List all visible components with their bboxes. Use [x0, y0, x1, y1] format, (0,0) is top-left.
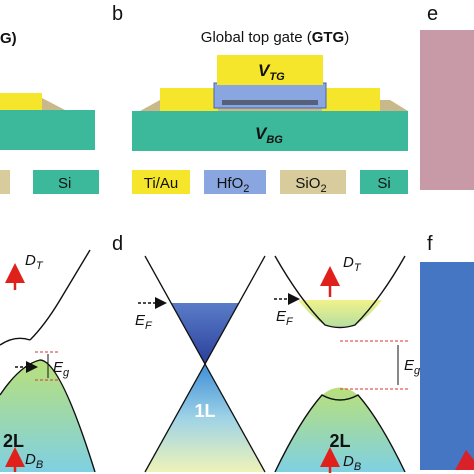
legend-box — [0, 170, 10, 194]
legend-label: Si — [58, 175, 71, 192]
legend-box — [360, 170, 408, 194]
valence-band — [275, 387, 405, 472]
filled-cone — [171, 303, 239, 365]
legend-label: HfO2 — [217, 175, 250, 195]
band-line — [144, 255, 266, 473]
panel-label: b — [112, 3, 123, 25]
oxide — [42, 98, 65, 110]
band-line — [29, 249, 91, 341]
legend-label: Si — [377, 175, 390, 192]
label: EF — [276, 308, 294, 328]
band-line — [274, 394, 406, 473]
contact — [0, 93, 42, 110]
valence-band — [0, 360, 95, 472]
label: DT — [25, 252, 44, 272]
map-spot — [455, 450, 474, 470]
contact — [322, 88, 380, 111]
label: 2L — [329, 431, 350, 451]
band-line — [274, 255, 406, 329]
substrate — [132, 111, 408, 151]
legend-box — [204, 170, 266, 194]
caption: Global top gate (GTG) — [201, 29, 349, 46]
panel-label: f — [427, 233, 433, 255]
caption: G) — [0, 30, 17, 47]
label: DB — [25, 451, 43, 471]
label: Eg — [404, 357, 421, 377]
flake — [222, 100, 318, 105]
label: DB — [343, 453, 361, 473]
valence-cone — [145, 365, 265, 472]
band-line — [0, 337, 31, 346]
label: VBG — [255, 124, 283, 146]
top-gate — [217, 55, 323, 85]
contact — [160, 88, 218, 111]
panel-label: d — [112, 233, 123, 255]
optical-image — [420, 30, 474, 190]
legend-box — [132, 170, 190, 194]
label: VTG — [258, 61, 285, 83]
map-image — [420, 262, 474, 470]
legend-box — [33, 170, 99, 194]
map-texture — [420, 262, 474, 470]
label: 1L — [194, 401, 215, 421]
label: Eg — [53, 359, 70, 379]
panel-label: e — [427, 3, 438, 25]
label: DT — [343, 254, 362, 274]
band-line — [0, 359, 96, 473]
label: EF — [135, 312, 153, 332]
filled-band — [298, 300, 382, 327]
legend-label: Ti/Au — [144, 175, 178, 192]
legend-label: SiO2 — [295, 175, 326, 195]
legend-box — [280, 170, 346, 194]
substrate — [0, 110, 95, 150]
label: 2L — [3, 431, 24, 451]
